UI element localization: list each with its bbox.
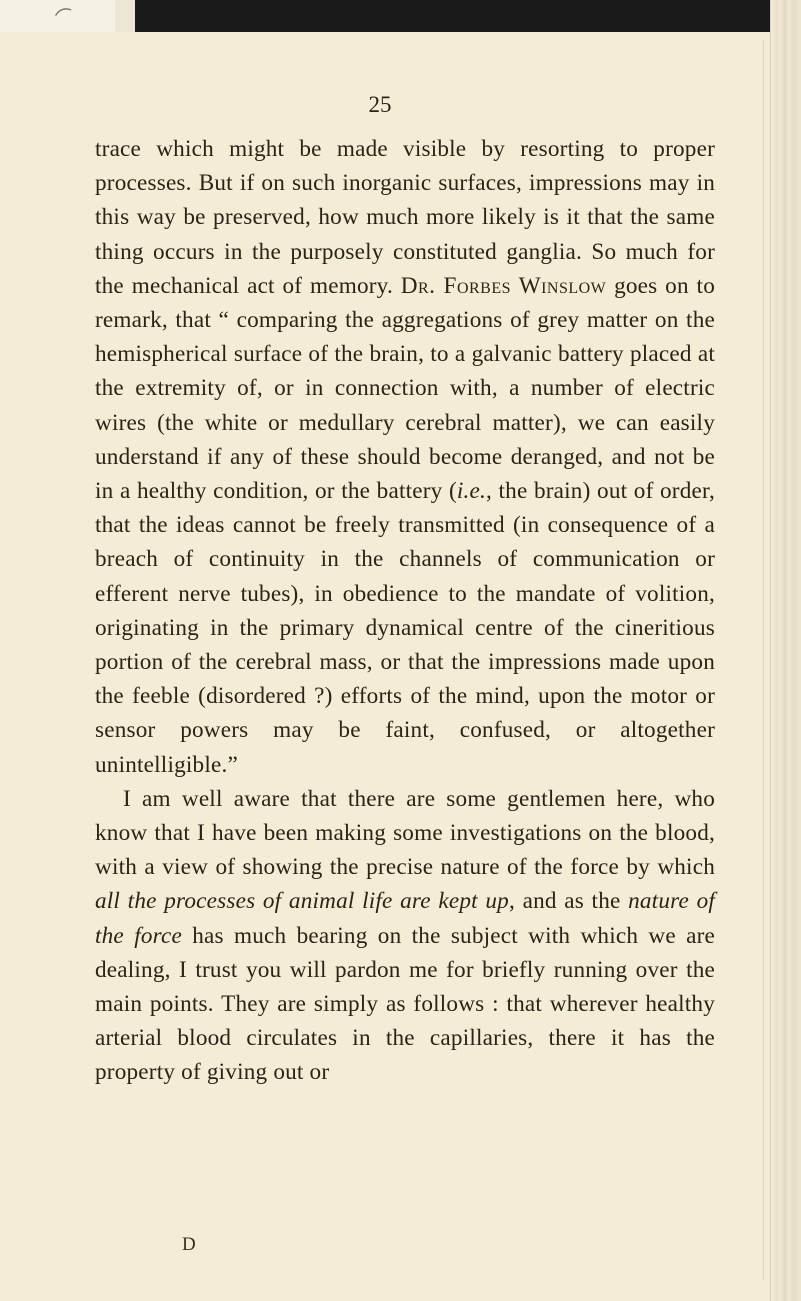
top-gap <box>115 0 135 32</box>
scanned-page: ⌒ 25 trace which might be made visible b… <box>0 0 801 1301</box>
inner-margin-rule <box>763 40 764 1280</box>
paragraph-1: trace which might be made visible by res… <box>95 132 715 782</box>
page-number: 25 <box>0 92 760 118</box>
body-text: trace which might be made visible by res… <box>95 132 715 1090</box>
top-dark-band <box>135 0 801 32</box>
page-edge-gilding <box>770 0 801 1301</box>
paragraph-2: I am well aware that there are some gent… <box>95 782 715 1090</box>
signature-mark: D <box>182 1234 197 1256</box>
author-name: Dr. Forbes Winslow <box>401 273 607 299</box>
